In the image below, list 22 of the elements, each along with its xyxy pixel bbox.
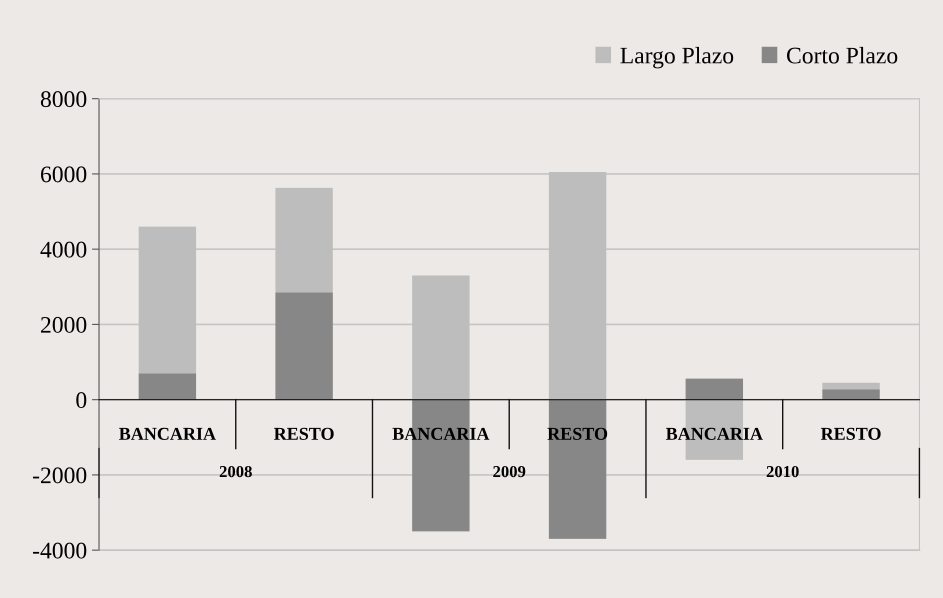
y-tick-label: 0	[76, 392, 86, 408]
x-tick-label: BANCARIA	[119, 428, 216, 440]
y-tick-label: 8000	[40, 91, 86, 108]
annotation: 2008	[220, 466, 252, 478]
y-tick-label: 2000	[41, 316, 86, 333]
bar	[686, 378, 744, 400]
legend-label: Corto Plazo	[787, 46, 898, 64]
x-tick-label: BANCARIA	[666, 428, 763, 440]
x-tick-label: RESTO	[274, 428, 334, 440]
bar	[822, 390, 880, 400]
legend-label: Largo Plazo	[620, 46, 734, 68]
x-tick-label: RESTO	[820, 428, 881, 440]
bar	[822, 382, 880, 390]
y-tick-label: -4000	[33, 542, 86, 559]
y-tick-label: -2000	[33, 467, 86, 484]
bar	[275, 292, 333, 400]
y-tick-label: 4000	[40, 242, 86, 258]
y-tick-label: 6000	[41, 166, 86, 182]
bar	[548, 400, 606, 539]
annotation: 2009	[493, 466, 526, 478]
annotation: 2010	[766, 466, 799, 478]
bar	[138, 373, 196, 400]
